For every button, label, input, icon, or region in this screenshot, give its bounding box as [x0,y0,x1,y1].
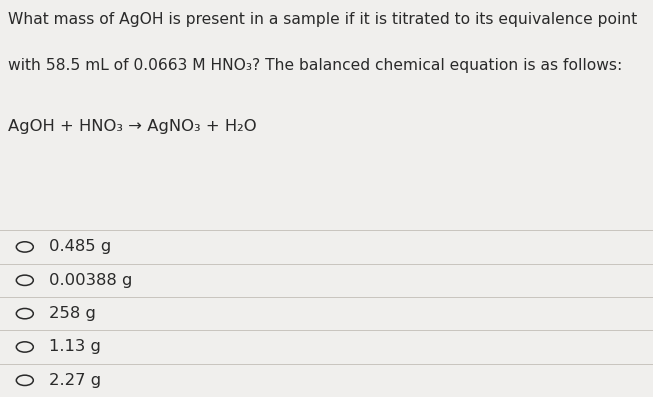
Text: 2.27 g: 2.27 g [49,373,101,388]
Text: What mass of AgOH is present in a sample if it is titrated to its equivalence po: What mass of AgOH is present in a sample… [8,12,637,27]
Text: 0.00388 g: 0.00388 g [49,273,133,288]
Text: with 58.5 mL of 0.0663 M HNO₃? The balanced chemical equation is as follows:: with 58.5 mL of 0.0663 M HNO₃? The balan… [8,58,622,73]
Text: 0.485 g: 0.485 g [49,239,111,254]
Text: AgOH + HNO₃ → AgNO₃ + H₂O: AgOH + HNO₃ → AgNO₃ + H₂O [8,119,257,134]
Text: 1.13 g: 1.13 g [49,339,101,355]
Text: 258 g: 258 g [49,306,96,321]
